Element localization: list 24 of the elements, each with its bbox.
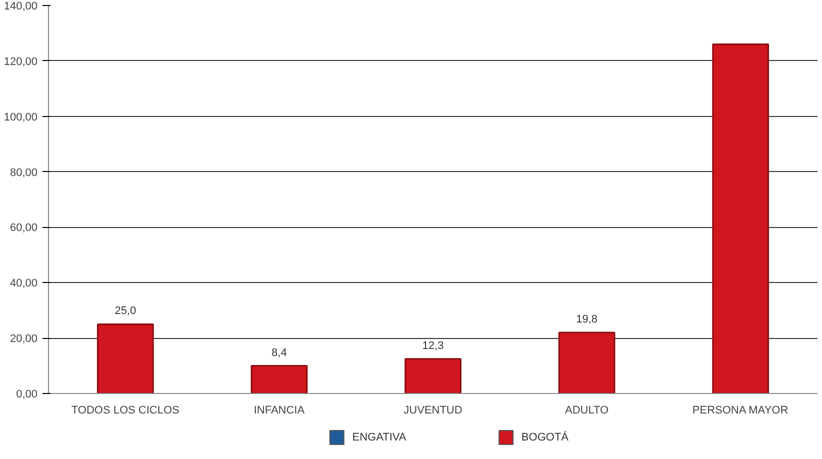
legend-label: BOGOTÁ [521, 430, 570, 444]
bar [712, 44, 770, 394]
y-tick-label: 60,00 [10, 222, 38, 234]
annotation: 8,4 [272, 346, 287, 359]
y-tick-label: 100,00 [4, 111, 38, 124]
annotation: 25,0 [114, 305, 136, 318]
y-tick-label: 140,00 [4, 0, 38, 12]
bar [96, 323, 154, 394]
bar [250, 365, 308, 394]
bar [558, 332, 616, 394]
x-tick-label: TODOS LOS CICLOS [71, 404, 180, 416]
x-tick-label: INFANCIA [254, 404, 306, 416]
x-tick-label: JUVENTUD [404, 404, 462, 416]
y-tick-label: 20,00 [10, 333, 38, 346]
x-tick-label: ADULTO [565, 404, 610, 416]
annotation: 19,8 [576, 314, 598, 326]
y-tick-label: 120,00 [4, 56, 38, 68]
y-tick-label: 0,00 [16, 388, 38, 400]
annotation: 12,3 [422, 340, 444, 352]
bar [404, 358, 462, 394]
y-tick-label: 80,00 [10, 166, 38, 179]
x-tick-label: PERSONA MAYOR [692, 404, 788, 416]
legend-label: ENGATIVA [352, 432, 407, 444]
y-tick-label: 40,00 [10, 278, 38, 290]
